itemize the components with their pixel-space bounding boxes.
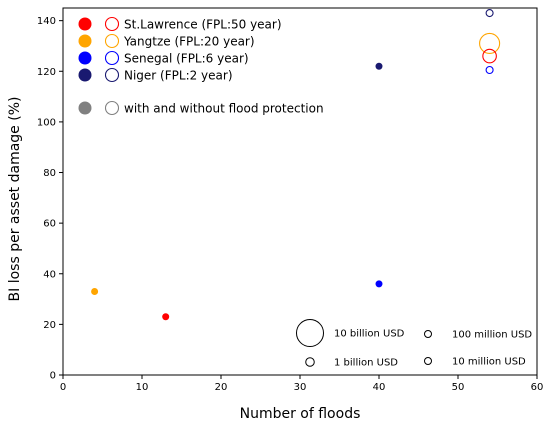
x-tick-label: 0 <box>60 382 66 393</box>
legend-label: St.Lawrence (FPL:50 year) <box>124 18 282 32</box>
x-tick-label: 50 <box>452 382 465 393</box>
legend-marker-filled <box>78 34 92 48</box>
legend-marker-hollow <box>104 67 120 83</box>
legend-label: Niger (FPL:2 year) <box>124 69 233 83</box>
x-tick-label: 30 <box>294 382 307 393</box>
data-point-without-protection <box>485 65 494 75</box>
data-point-without-protection <box>479 32 501 54</box>
size-legend-label: 1 billion USD <box>334 358 398 369</box>
size-legend: 10 billion USD 1 billion USD 100 million U… <box>296 319 532 369</box>
legend-marker-hollow <box>104 50 120 66</box>
legend-label: Senegal (FPL:6 year) <box>124 52 249 66</box>
size-legend-label: 100 million USD <box>452 330 532 341</box>
y-tick-label: 60 <box>43 219 56 230</box>
size-legend-marker <box>424 330 432 338</box>
y-tick-label: 0 <box>50 371 56 382</box>
legend-marker-filled <box>78 17 92 31</box>
legend-marker-filled <box>78 51 92 65</box>
y-tick-label: 140 <box>37 16 56 27</box>
legend-marker-filled <box>78 68 92 82</box>
x-tick-label: 40 <box>373 382 386 393</box>
size-legend-marker <box>305 357 315 367</box>
legend-marker-hollow <box>104 33 120 49</box>
legend-marker-hollow <box>104 100 120 116</box>
x-axis-label: Number of floods <box>240 406 361 422</box>
x-tick-label: 10 <box>136 382 149 393</box>
y-tick-label: 120 <box>37 67 56 78</box>
legend-label: with and without flood protection <box>124 102 324 116</box>
legend-marker-hollow <box>104 16 120 32</box>
x-tick-label: 20 <box>215 382 228 393</box>
size-legend-marker <box>424 357 432 365</box>
data-points <box>91 9 501 321</box>
data-point-without-protection <box>482 48 497 64</box>
x-tick-label: 60 <box>531 382 544 393</box>
y-tick-label: 80 <box>43 168 56 179</box>
legend-marker-filled <box>78 101 92 115</box>
size-legend-label: 10 billion USD <box>334 329 405 340</box>
size-legend-marker <box>296 319 324 347</box>
y-tick-label: 20 <box>43 320 56 331</box>
data-point-with-protection <box>91 287 99 295</box>
size-legend-label: 10 million USD <box>452 357 526 368</box>
legend-label: Yangtze (FPL:20 year) <box>123 35 255 49</box>
data-point-with-protection <box>375 62 383 70</box>
data-point-with-protection <box>375 280 383 288</box>
y-tick-label: 40 <box>43 269 56 280</box>
data-point-without-protection <box>485 9 494 18</box>
series-legend: St.Lawrence (FPL:50 year) Yangtze (FPL:20… <box>78 16 324 116</box>
data-point-with-protection <box>162 313 170 321</box>
axis-ticks: 0 10 20 30 40 50 60 0 20 40 60 80 100 120 140 <box>37 16 543 393</box>
y-tick-label: 100 <box>37 117 56 128</box>
y-axis-label: BI loss per asset damage (%) <box>7 97 23 302</box>
